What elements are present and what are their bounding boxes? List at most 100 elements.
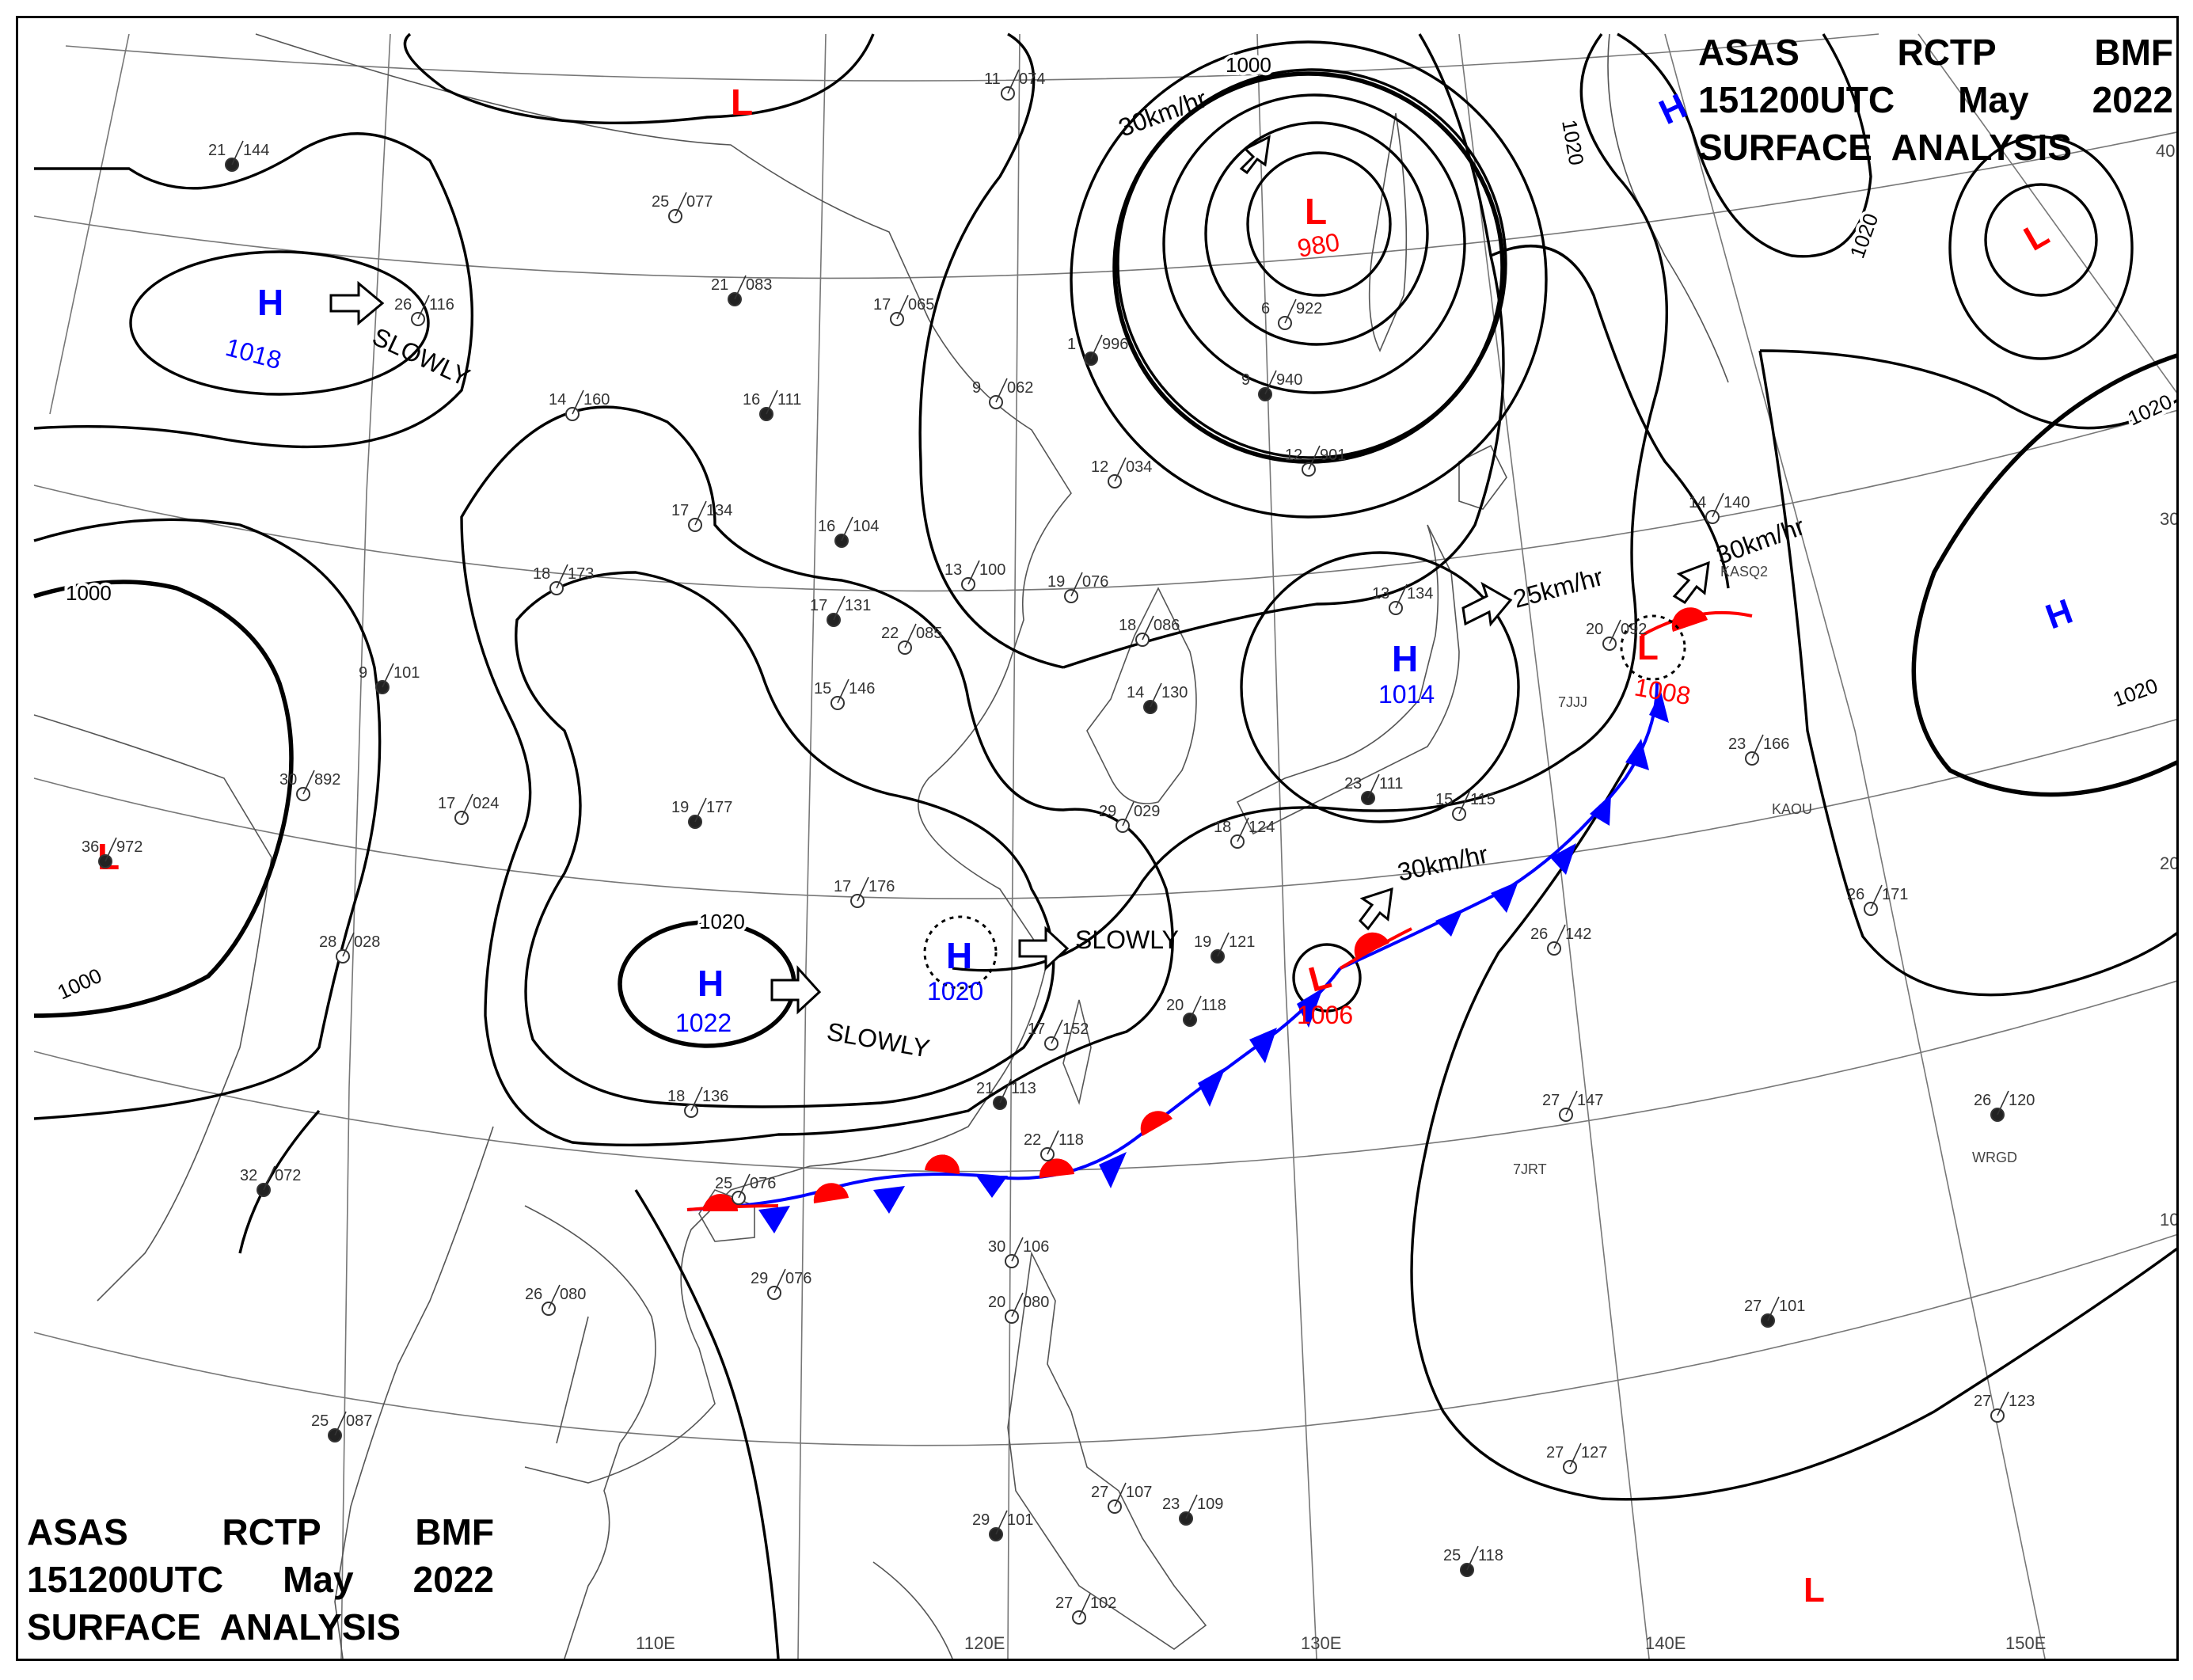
wind-barb-icon [461,793,473,819]
wind-barb-icon [999,1078,1012,1104]
station-pressure: 972 [116,838,143,856]
wind-barb-icon [105,837,117,862]
station-pressure: 134 [706,502,732,519]
station-plot: 16 111 [743,390,801,421]
title-station: RCTP [222,1511,321,1553]
station-pressure: 072 [275,1167,301,1184]
station-pressure: 074 [1019,70,1045,88]
isobar-label: 1020 [1845,210,1883,261]
dotted-center-rings [923,614,1686,990]
station-plot: 26 142 [1530,924,1591,956]
station-plot: 18 124 [1214,817,1275,849]
station-plot: 20 118 [1166,995,1226,1027]
wind-barb-icon [1122,801,1135,827]
wind-barb-icon [1142,615,1154,640]
station-plot: 19 121 [1194,932,1255,964]
station-plot: 13 100 [944,560,1005,591]
station-temperature: 25 [652,193,669,211]
isobar-labels: 1000 1000 1000 1020 1020 1020 1020 1020 [51,50,2176,1007]
station-plot: 22 085 [881,623,942,655]
wind-barb-icon [1070,572,1083,597]
station-temperature: 29 [972,1511,990,1529]
station-pressure: 111 [1379,775,1403,792]
station-plot: 13 134 [1372,583,1433,615]
wind-barb-icon [1217,932,1230,957]
station-temperature: 17 [438,795,455,812]
station-pressure: 131 [845,597,871,614]
isobar-label: 1000 [66,581,112,605]
wind-barb-icon [1011,1237,1024,1262]
isobars-thick [33,71,2176,1048]
wind-barb-icon [690,1086,703,1112]
station-plot: 11 074 [984,69,1045,101]
station-plot: 17 024 [438,793,499,825]
station-temperature: 17 [671,502,689,519]
station-temperature: 30 [279,771,297,789]
move-arrow [1672,561,1710,604]
station-plot: 15 115 [1435,789,1496,821]
ship-id: 7JJJ [1558,694,1587,710]
station-temperature: 30 [988,1238,1005,1256]
station-pressure: 144 [243,142,269,159]
station-plot: 30 892 [279,770,340,801]
station-plot: 9 101 [359,663,420,694]
station-plot: 17 065 [873,295,934,326]
wind-barb-icon [675,192,687,217]
wind-barb-icon [857,876,869,902]
wind-barb-icon [231,140,244,165]
wind-barb-icon [967,560,980,585]
wind-barb-icon [1114,1482,1127,1507]
station-temperature: 26 [394,296,412,314]
wind-barb-icon [1553,924,1566,949]
station-temperature: 13 [944,561,962,579]
low-center-value: 1006 [1297,1001,1353,1029]
isobar-high-1018-outer [33,132,474,449]
wind-barb-icon [766,390,778,415]
high-center-letter: H [1654,86,1693,132]
title-station: RCTP [1897,32,1997,73]
wind-barb-icon [904,623,917,648]
station-pressure: 118 [1058,1131,1084,1149]
wind-barb-icon [1114,457,1127,482]
wind-barb-icon [302,770,315,795]
station-plot: 12 034 [1091,457,1152,488]
ship-ids: KASQ2 7JJJ KAOU WRGD 7JRT [1513,564,2017,1177]
lon-label: 110E [636,1633,675,1653]
station-plot: 21 083 [711,275,772,306]
station-pressure: 996 [1102,336,1128,353]
title-office: BMF [415,1511,494,1553]
station-pressure: 104 [853,518,879,535]
move-arrow [329,280,385,326]
station-plot: 1 996 [1067,334,1128,366]
title-product: SURFACE ANALYSIS [1698,127,2073,168]
station-temperature: 25 [1443,1547,1461,1564]
station-plot: 23 111 [1344,773,1403,805]
station-temperature: 20 [1586,621,1603,638]
station-temperature: 11 [984,70,1001,88]
station-plot: 26 120 [1974,1090,2035,1122]
wind-barb-icon [995,1510,1008,1535]
station-plot: 19 076 [1047,572,1108,603]
wind-barb-icon [1237,817,1249,842]
wind-barb-icon [334,1411,347,1436]
station-temperature: 9 [1241,371,1250,389]
title-month: May [1958,79,2029,120]
lon-label: 130E [1301,1633,1341,1653]
station-pressure: 109 [1197,1496,1223,1513]
wind-barb-icon [837,678,849,704]
low-center-letter: L [1637,629,1659,667]
isobar-high-1018-inner [129,250,430,396]
station-temperature: 18 [667,1088,685,1105]
station-plot: 6 922 [1261,298,1322,330]
station-plot: 18 136 [667,1086,728,1118]
wind-barb-icon [342,932,355,957]
isobar-label: 1020 [699,910,745,933]
station-pressure: 100 [979,561,1005,579]
station-pressure: 087 [346,1412,372,1430]
high-center-letter: H [2041,591,2078,637]
station-plot: 25 076 [715,1173,776,1205]
station-plot: 27 107 [1091,1482,1152,1514]
station-temperature: 12 [1285,447,1302,464]
ship-id: KASQ2 [1720,564,1768,580]
station-pressure: 107 [1126,1484,1152,1501]
